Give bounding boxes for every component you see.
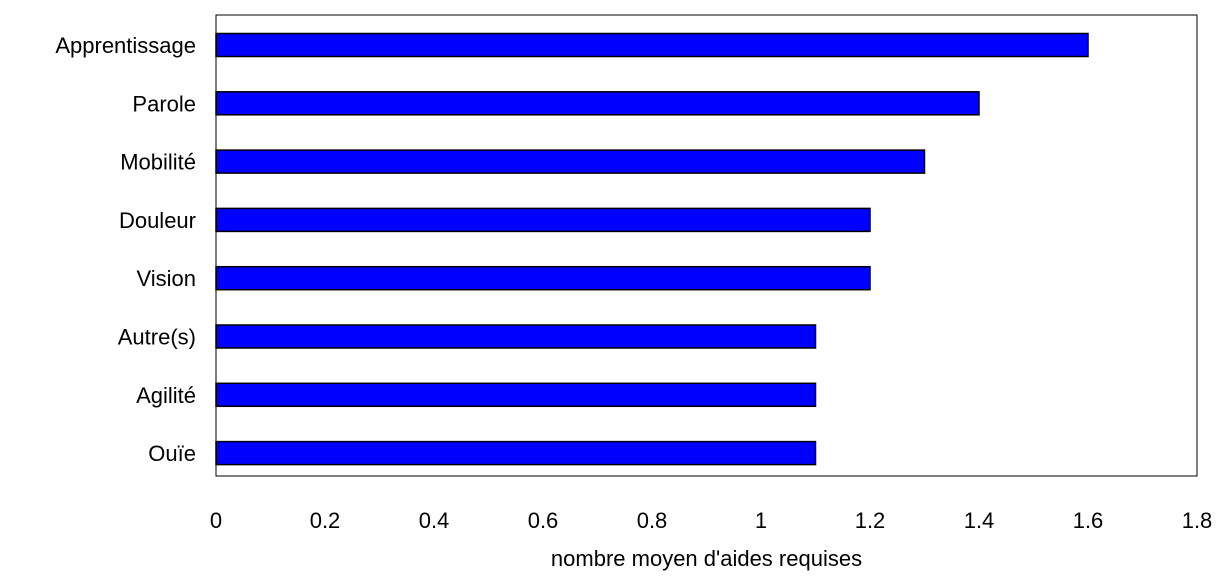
- x-tick-label: 1.8: [1182, 508, 1213, 533]
- bars-group: [215, 32, 1089, 466]
- category-label: Agilité: [136, 383, 196, 408]
- x-tick-label: 0.4: [419, 508, 450, 533]
- category-label: Parole: [132, 91, 196, 116]
- x-axis-title: nombre moyen d'aides requises: [551, 546, 862, 571]
- x-tick-label: 0: [210, 508, 222, 533]
- x-tick-labels-group: 0 0.2 0.4 0.6 0.8 1 1.2 1.4 1.6 1.8: [210, 508, 1212, 533]
- bar: [215, 32, 1089, 58]
- x-tick-label: 1: [755, 508, 767, 533]
- bar: [215, 265, 871, 291]
- bar: [215, 382, 817, 408]
- category-label: Mobilité: [120, 150, 196, 175]
- category-label: Apprentissage: [55, 33, 196, 58]
- category-labels-group: Apprentissage Parole Mobilité Douleur Vision…: [55, 33, 196, 466]
- bar: [215, 207, 871, 233]
- category-label: Douleur: [119, 208, 196, 233]
- x-tick-label: 1.4: [964, 508, 995, 533]
- bar: [215, 149, 926, 174]
- x-tick-label: 0.8: [637, 508, 668, 533]
- x-tick-label: 0.2: [310, 508, 341, 533]
- x-tick-label: 1.6: [1073, 508, 1104, 533]
- plot-area-frame: [215, 14, 1198, 477]
- category-label: Ouïe: [148, 441, 196, 466]
- bar: [215, 324, 817, 349]
- x-tick-label: 0.6: [528, 508, 559, 533]
- category-label: Vision: [136, 266, 196, 291]
- category-label: Autre(s): [118, 325, 196, 350]
- bar: [215, 91, 980, 116]
- x-tick-label: 1.2: [855, 508, 886, 533]
- bar: [215, 440, 817, 466]
